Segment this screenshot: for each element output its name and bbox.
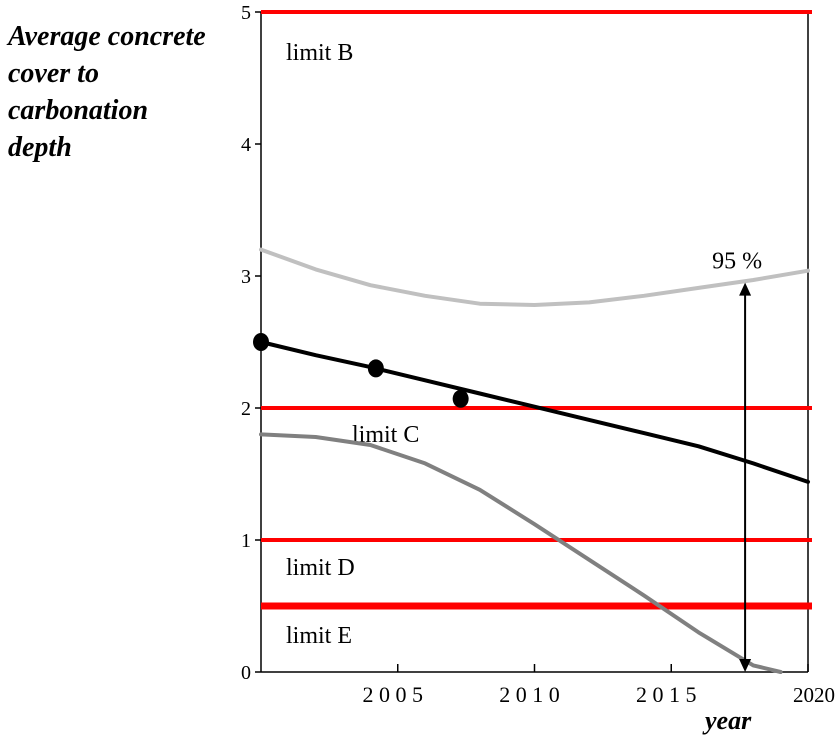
x-tick-label-2015: 2 0 1 5 <box>636 682 697 707</box>
y-axis-label-line-1: Average concrete <box>8 21 206 52</box>
y-axis-label-line-3: carbonation <box>8 95 149 126</box>
x-tick-label-2010: 2 0 1 0 <box>499 682 560 707</box>
series-line-lower <box>259 432 783 674</box>
x-tick-label-2005: 2 0 0 5 <box>363 682 424 707</box>
x-axis-label: year <box>705 706 752 735</box>
measurement-point <box>367 359 384 378</box>
measurement-point <box>452 389 469 408</box>
series-line-upper <box>259 247 810 307</box>
limit-label-limit-d: limit D <box>286 555 355 581</box>
y-axis-label: Average concrete cover to carbonation de… <box>8 18 248 166</box>
y-tick-label-1: 1 <box>241 530 251 552</box>
series-line-mean <box>259 340 810 484</box>
limit-label-limit-b: limit B <box>286 40 353 66</box>
annotation-arrowhead-top <box>739 282 752 296</box>
y-tick-label-5: 5 <box>241 2 251 24</box>
limit-label-limit-e: limit E <box>286 623 352 649</box>
x-tick-label-2020: 2020 <box>793 683 835 707</box>
annotation-arrowhead-bottom <box>739 659 752 672</box>
y-tick-label-3: 3 <box>241 266 251 288</box>
measurement-point <box>253 333 269 351</box>
y-tick-label-2: 2 <box>241 398 251 420</box>
y-tick-label-4: 4 <box>241 134 251 156</box>
y-axis-label-line-4: depth <box>8 132 72 163</box>
y-axis-label-line-2: cover to <box>8 58 99 89</box>
annotation-label: 95 % <box>712 249 762 275</box>
y-tick-label-0: 0 <box>241 662 251 684</box>
